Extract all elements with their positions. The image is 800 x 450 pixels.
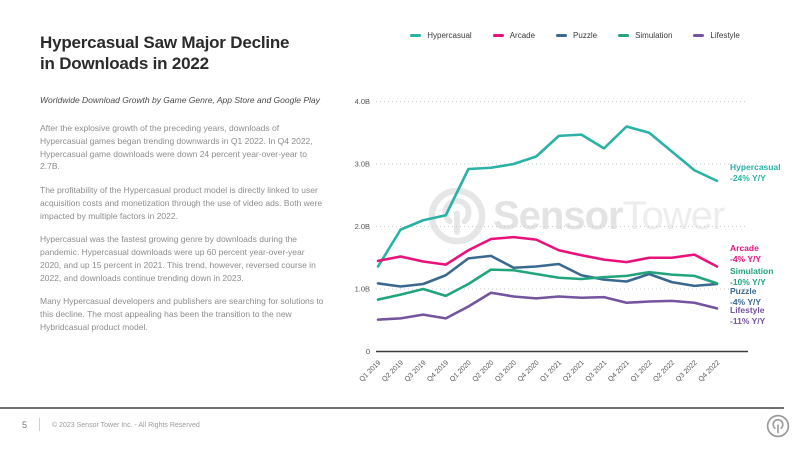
series-line-arcade [376,235,719,268]
page-title: Hypercasual Saw Major Decline in Downloa… [40,32,326,74]
y-tick-label: 3.0B [355,160,370,169]
series-name: Simulation [730,266,774,276]
series-line-simulation [376,268,719,301]
x-tick-label: Q2 2022 [652,359,676,383]
series-name: Lifestyle [730,305,765,315]
y-tick-label: 0 [366,347,370,356]
x-tick-label: Q1 2020 [449,359,473,383]
legend-label: Puzzle [573,31,598,40]
x-tick-label: Q1 2021 [539,359,563,383]
series-change: -11% Y/Y [730,315,766,326]
x-tick-label: Q4 2019 [426,359,450,383]
legend-item-hypercasual[interactable]: Hypercasual [410,31,472,40]
y-tick-label: 1.0B [355,285,370,294]
series-name: Arcade [730,243,759,253]
x-tick-label: Q1 2019 [358,359,382,383]
series-change: -24% Y/Y [730,172,766,183]
legend-item-puzzle[interactable]: Puzzle [556,31,597,40]
x-tick-label: Q2 2021 [562,359,586,383]
legend-marker-icon [410,34,422,37]
page-number: 5 [22,420,28,430]
series-line-hypercasual [376,125,719,268]
series-label-puzzle: Puzzle -4% Y/Y [730,286,800,307]
series-change: -10% Y/Y [730,276,766,287]
body-paragraph: After the explosive growth of the preced… [40,123,313,172]
series-label-lifestyle: Lifestyle -11% Y/Y [730,305,800,326]
page-title-line2: in Downloads in 2022 [40,54,209,74]
legend-marker-icon [618,34,630,37]
sensor-tower-watermark: SensorTower [428,187,726,245]
y-tick-label: 2.0B [355,222,370,231]
series-label-hypercasual: Hypercasual -24% Y/Y [730,162,800,183]
body-paragraph: The profitability of the Hypercasual pro… [40,185,323,221]
page-title-line1: Hypercasual Saw Major Decline [40,33,290,52]
series-change: -4% Y/Y [730,296,762,307]
x-tick-label: Q2 2019 [381,359,405,383]
body-paragraph: Hypercasual was the fastest growing genr… [40,234,316,283]
watermark-tower: Tower [622,193,726,238]
chart-subtitle: Worldwide Download Growth by Game Genre,… [40,95,320,106]
legend-label: Arcade [509,31,536,40]
x-tick-label: Q3 2020 [494,359,518,383]
series-name: Hypercasual [730,162,781,172]
series-name: Puzzle [730,286,757,296]
legend-item-arcade[interactable]: Arcade [492,31,536,40]
x-tick-label: Q3 2022 [675,359,699,383]
copyright-text: © 2023 Sensor Tower Inc. - All Rights Re… [52,422,200,429]
series-label-simulation: Simulation -10% Y/Y [730,266,800,287]
x-tick-label: Q1 2022 [630,359,654,383]
footer-divider-line [0,407,784,409]
legend-label: Hypercasual [427,31,472,40]
series-line-lifestyle [376,291,719,321]
x-tick-label: Q2 2020 [471,359,495,383]
x-tick-label: Q3 2019 [404,359,428,383]
series-line-puzzle [376,254,719,288]
sensor-tower-logo-icon [766,414,790,438]
x-tick-label: Q3 2021 [584,359,608,383]
legend-marker-icon [693,34,705,37]
footer-separator [39,418,40,431]
legend-item-lifestyle[interactable]: Lifestyle [693,31,740,40]
x-tick-label: Q4 2021 [607,359,631,383]
series-change: -4% Y/Y [730,253,762,264]
text-column: Hypercasual Saw Major Decline in Downloa… [40,32,326,345]
series-label-arcade: Arcade -4% Y/Y [730,243,800,264]
legend-marker-icon [556,34,568,37]
chart-legend: Hypercasual Arcade Puzzle Simulation Lif… [350,31,800,40]
watermark-sensor: Sensor [493,193,624,238]
y-tick-label: 4.0B [355,97,370,106]
legend-item-simulation[interactable]: Simulation [618,31,672,40]
x-tick-label: Q4 2022 [697,359,721,383]
legend-label: Simulation [635,31,673,40]
body-paragraph: Many Hypercasual developers and publishe… [40,296,324,332]
legend-label: Lifestyle [710,31,740,40]
watermark-text: SensorTower [493,193,726,239]
legend-marker-icon [492,34,504,37]
x-tick-label: Q4 2020 [517,359,541,383]
